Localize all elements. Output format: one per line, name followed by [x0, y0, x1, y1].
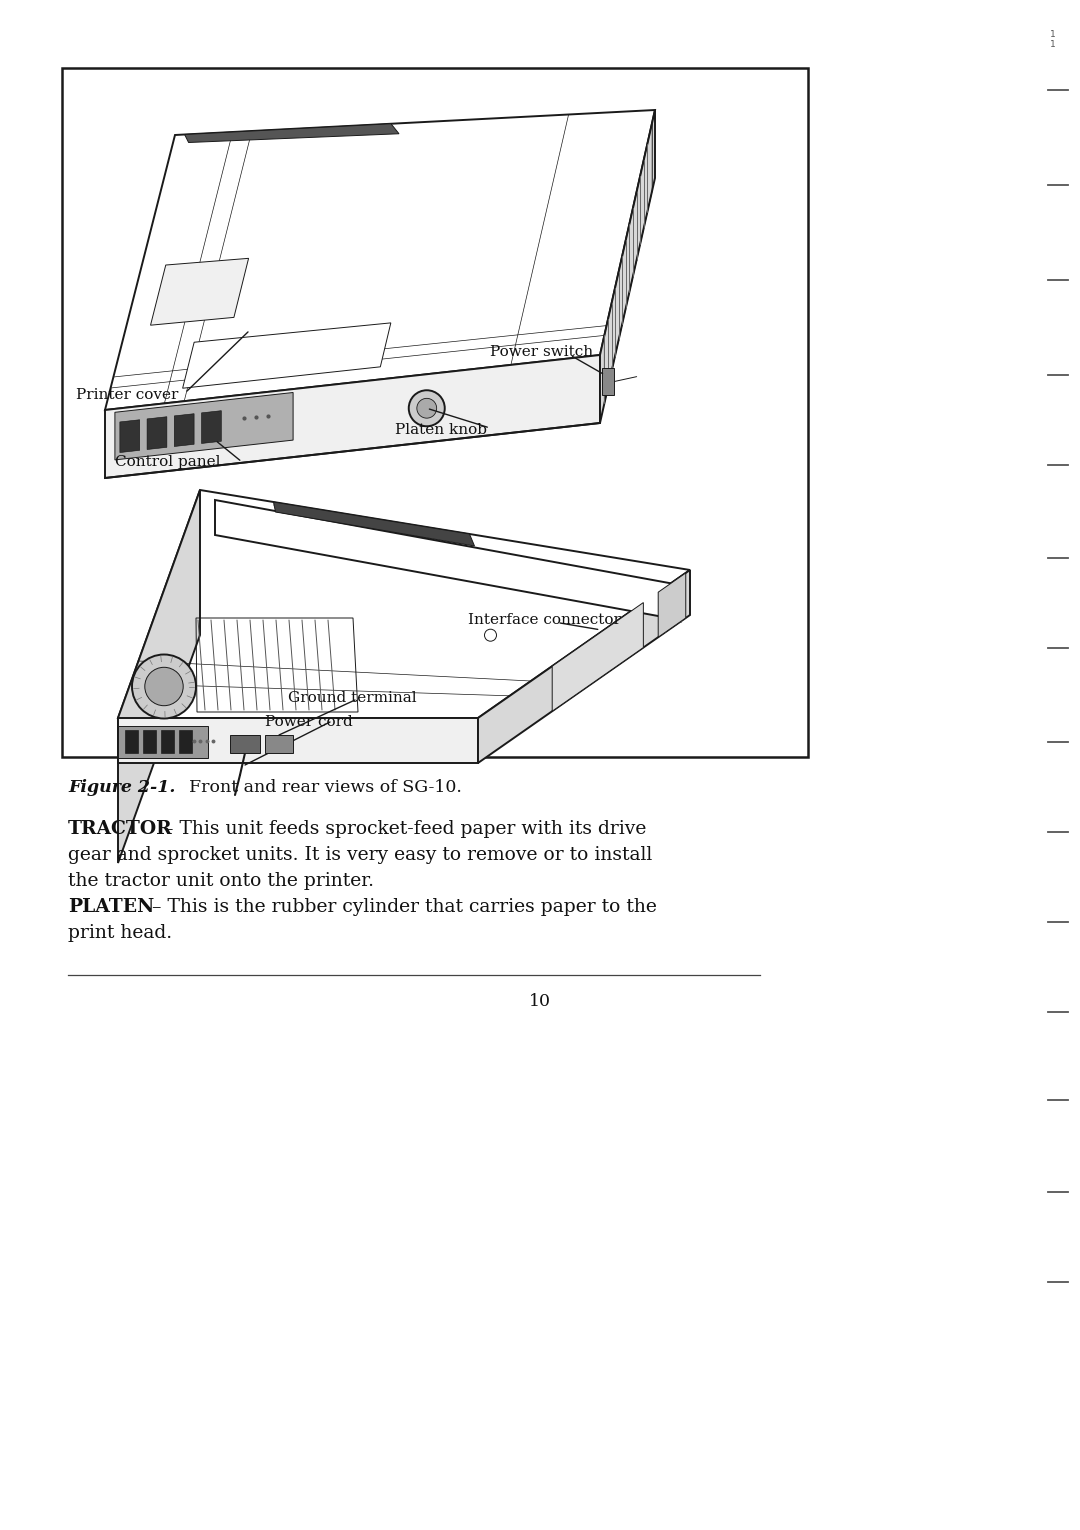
Text: 1
1: 1 1 [1050, 31, 1056, 49]
Text: TRACTOR: TRACTOR [68, 820, 173, 838]
Polygon shape [147, 416, 167, 450]
Circle shape [145, 667, 184, 705]
Text: Ground terminal: Ground terminal [288, 692, 417, 705]
Polygon shape [150, 259, 248, 326]
Polygon shape [179, 730, 192, 753]
Text: Power cord: Power cord [265, 715, 353, 728]
Polygon shape [230, 734, 260, 753]
Polygon shape [118, 490, 690, 718]
Polygon shape [118, 718, 478, 763]
Text: print head.: print head. [68, 924, 172, 942]
Polygon shape [105, 110, 654, 410]
Polygon shape [125, 730, 138, 753]
Polygon shape [273, 502, 474, 546]
Text: gear and sprocket units. It is very easy to remove or to install: gear and sprocket units. It is very easy… [68, 846, 652, 864]
Polygon shape [202, 410, 221, 444]
Circle shape [485, 629, 497, 641]
Text: – This unit feeds sprocket-feed paper with its drive: – This unit feeds sprocket-feed paper wi… [158, 820, 646, 838]
Polygon shape [118, 490, 200, 863]
Circle shape [408, 390, 445, 427]
Bar [62, 67, 808, 757]
Circle shape [417, 398, 436, 418]
Polygon shape [118, 727, 208, 757]
Text: Platen knob: Platen knob [395, 422, 487, 438]
Text: the tractor unit onto the printer.: the tractor unit onto the printer. [68, 872, 374, 890]
Polygon shape [602, 369, 613, 395]
Text: PLATEN: PLATEN [68, 898, 154, 916]
Polygon shape [265, 734, 293, 753]
Text: Front and rear views of SG-10.: Front and rear views of SG-10. [178, 779, 462, 796]
Polygon shape [215, 500, 680, 620]
Text: Control panel: Control panel [114, 454, 220, 470]
Text: Interface connector: Interface connector [468, 614, 621, 627]
Text: Printer cover: Printer cover [76, 389, 178, 402]
Polygon shape [658, 572, 686, 636]
Text: 10: 10 [529, 993, 551, 1010]
Polygon shape [105, 355, 600, 477]
Polygon shape [161, 730, 174, 753]
Text: – This is the rubber cylinder that carries paper to the: – This is the rubber cylinder that carri… [146, 898, 657, 916]
Polygon shape [174, 413, 194, 447]
Polygon shape [185, 124, 399, 142]
Polygon shape [183, 323, 391, 389]
Polygon shape [114, 393, 293, 461]
Polygon shape [120, 419, 139, 453]
Circle shape [132, 655, 195, 719]
Text: Power switch: Power switch [490, 344, 593, 360]
Polygon shape [552, 603, 644, 711]
Polygon shape [478, 571, 690, 763]
Polygon shape [600, 110, 654, 422]
Text: Figure 2-1.: Figure 2-1. [68, 779, 175, 796]
Polygon shape [144, 730, 156, 753]
